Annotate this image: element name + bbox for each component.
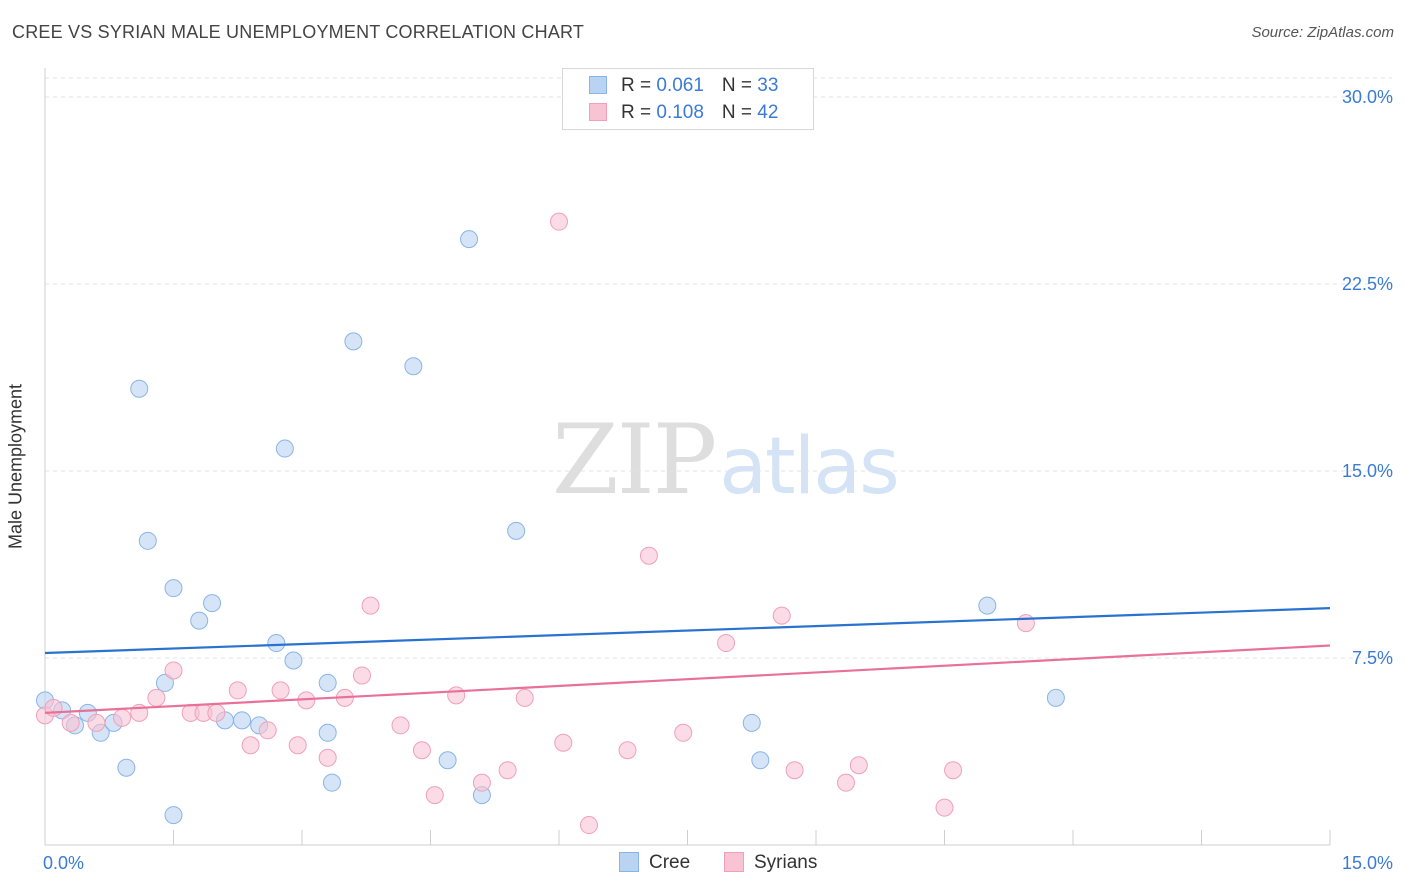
grid-lines: [45, 77, 1392, 659]
data-point: [507, 521, 526, 540]
data-point: [391, 716, 410, 735]
data-point: [836, 773, 855, 792]
data-point: [318, 673, 337, 692]
data-point: [164, 661, 183, 680]
data-point: [785, 761, 804, 780]
data-point: [554, 733, 573, 752]
y-axis-label: Male Unemployment: [5, 383, 26, 550]
cree-points: [36, 230, 1065, 825]
data-point: [61, 713, 80, 732]
x-tick-label: 0.0%: [43, 853, 84, 873]
data-point: [275, 439, 294, 458]
data-point: [639, 546, 658, 565]
legend-r-label: R =: [621, 75, 657, 96]
data-point: [190, 611, 209, 630]
legend-n-label: N =: [721, 75, 758, 96]
cree-legend-swatch: [619, 852, 639, 872]
data-point: [849, 756, 868, 775]
cree-legend-label: Cree: [649, 852, 691, 873]
data-point: [447, 686, 466, 705]
data-point: [113, 708, 132, 727]
syrians-legend-swatch: [724, 852, 744, 872]
data-point: [1016, 614, 1035, 633]
data-point: [318, 723, 337, 742]
legend-row-syrians: R = 0.108 N = 42: [589, 102, 778, 128]
data-point: [944, 761, 963, 780]
data-point: [155, 673, 174, 692]
legend-r-label: R =: [621, 102, 657, 123]
chart-title: CREE VS SYRIAN MALE UNEMPLOYMENT CORRELA…: [12, 22, 585, 42]
data-point: [742, 713, 761, 732]
cree-swatch: [589, 76, 607, 94]
data-point: [618, 741, 637, 760]
y-tick-label: 7.5%: [1352, 648, 1393, 668]
legend-row-cree: R = 0.061 N = 33: [589, 75, 778, 101]
syrians-points: [36, 212, 1035, 835]
data-point: [352, 666, 371, 685]
correlation-legend: R = 0.061 N = 33 R = 0.108 N = 42: [562, 68, 814, 130]
data-point: [147, 688, 166, 707]
data-point: [284, 651, 303, 670]
data-point: [241, 736, 260, 755]
data-point: [579, 816, 598, 835]
data-point: [258, 721, 277, 740]
data-point: [87, 713, 106, 732]
legend-n-value: 42: [757, 102, 779, 123]
data-point: [203, 594, 222, 613]
data-point: [515, 688, 534, 707]
data-point: [412, 741, 431, 760]
data-point: [717, 634, 736, 653]
cree-trend-line: [44, 607, 1331, 655]
data-point: [674, 723, 693, 742]
data-point: [322, 773, 341, 792]
data-point: [1046, 688, 1065, 707]
data-point: [233, 711, 252, 730]
data-point: [207, 703, 226, 722]
source-credit: Source: ZipAtlas.com: [1251, 24, 1394, 41]
bottom-legend-syrians: Syrians: [724, 852, 817, 874]
data-point: [460, 230, 479, 249]
y-tick-label: 15.0%: [1342, 461, 1393, 481]
data-point: [130, 379, 149, 398]
data-point: [404, 357, 423, 376]
data-point: [344, 332, 363, 351]
legend-n-label: N =: [721, 102, 758, 123]
watermark-zip: ZIP: [552, 404, 717, 516]
data-point: [978, 596, 997, 615]
syrians-swatch: [589, 103, 607, 121]
y-tick-label: 30.0%: [1342, 87, 1393, 107]
data-point: [271, 681, 290, 700]
bottom-legend-cree: Cree: [619, 852, 690, 874]
data-point: [138, 531, 157, 550]
trend-lines: [44, 607, 1331, 714]
data-point: [472, 773, 491, 792]
syrians-trend-line: [44, 644, 1331, 714]
legend-r-value: 0.108: [656, 102, 704, 123]
data-point: [425, 786, 444, 805]
data-point: [267, 634, 286, 653]
data-point: [550, 212, 568, 231]
data-point: [498, 761, 517, 780]
y-tick-label: 22.5%: [1342, 274, 1393, 294]
legend-r-value: 0.061: [656, 75, 704, 96]
x-tick-label: 15.0%: [1342, 853, 1393, 873]
data-point: [164, 579, 183, 598]
data-point: [438, 751, 457, 770]
data-point: [751, 751, 770, 770]
data-point: [935, 798, 954, 817]
data-point: [361, 596, 380, 615]
watermark: ZIPatlas: [552, 404, 900, 516]
data-point: [318, 748, 337, 767]
data-point: [117, 758, 136, 777]
data-point: [228, 681, 247, 700]
data-point: [164, 806, 183, 825]
data-point: [772, 606, 791, 625]
watermark-atlas: atlas: [719, 422, 899, 512]
legend-n-value: 33: [757, 75, 779, 96]
syrians-legend-label: Syrians: [754, 852, 818, 873]
tick-labels: 7.5% 15.0% 22.5% 30.0% 0.0% 15.0%: [43, 87, 1393, 873]
data-point: [288, 736, 307, 755]
